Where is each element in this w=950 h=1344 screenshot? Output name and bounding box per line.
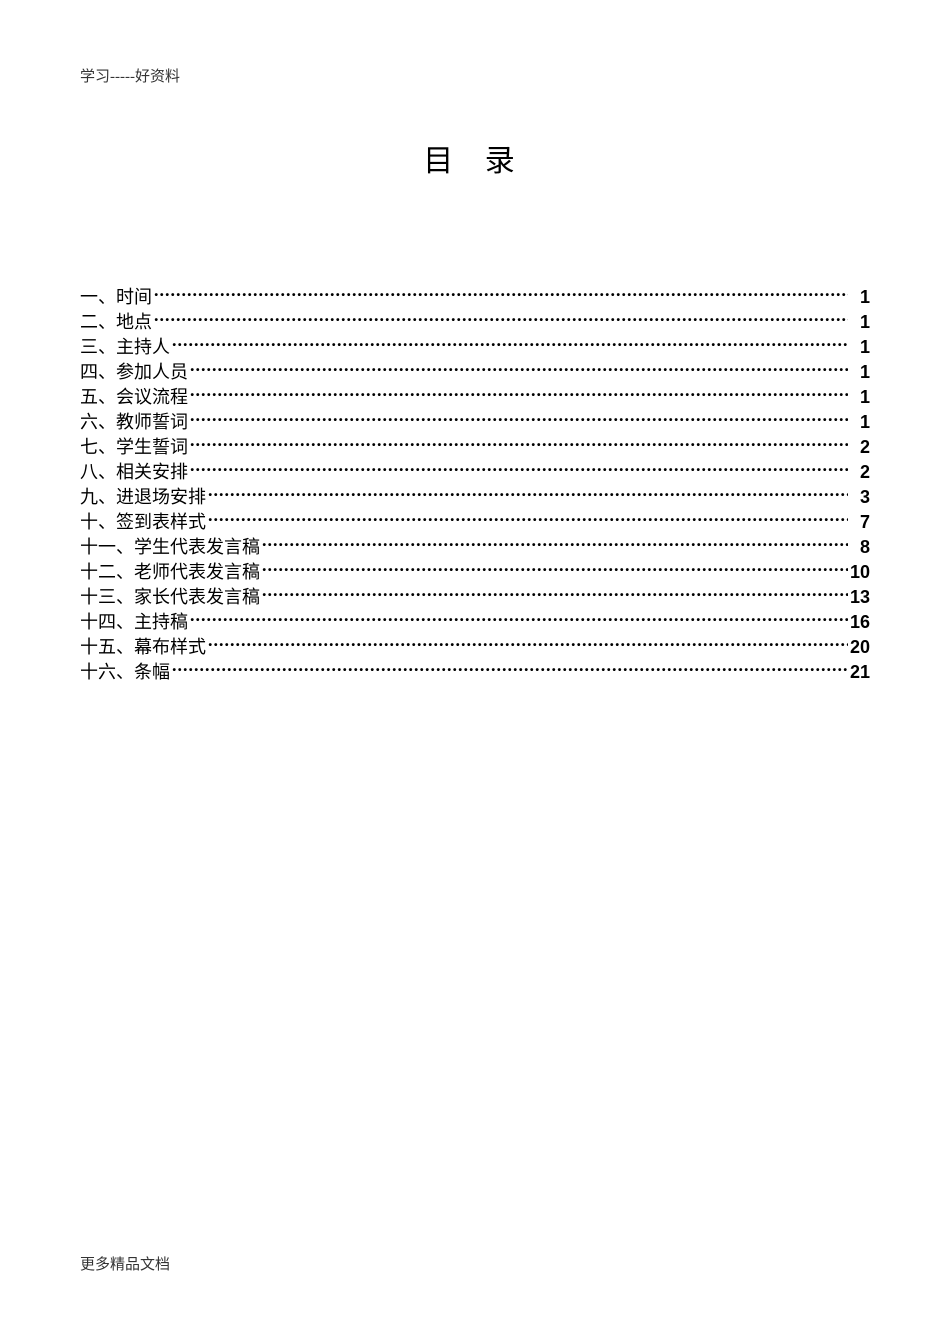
toc-label: 五、会议流程 bbox=[80, 385, 188, 410]
toc-entry: 十二、老师代表发言稿 10 bbox=[80, 560, 870, 585]
footer-text: 更多精品文档 bbox=[80, 1257, 170, 1273]
toc-leader-dots bbox=[208, 510, 848, 528]
toc-leader-dots bbox=[154, 310, 848, 328]
header-text: 学习-----好资料 bbox=[80, 69, 180, 85]
toc-entry: 十五、幕布样式 20 bbox=[80, 635, 870, 660]
toc-leader-dots bbox=[190, 410, 848, 428]
toc-leader-dots bbox=[154, 285, 848, 303]
toc-entry: 十、签到表样式 7 bbox=[80, 510, 870, 535]
toc-page-number: 2 bbox=[850, 435, 870, 460]
toc-page-number: 2 bbox=[850, 460, 870, 485]
toc-leader-dots bbox=[208, 635, 848, 653]
toc-page-number: 7 bbox=[850, 510, 870, 535]
document-page: 学习-----好资料 目 录 一、时间 1 二、地点 1 三、主持人 1 四、参… bbox=[0, 0, 950, 1344]
toc-page-number: 1 bbox=[850, 360, 870, 385]
toc-label: 四、参加人员 bbox=[80, 360, 188, 385]
toc-leader-dots bbox=[190, 610, 848, 628]
toc-page-number: 13 bbox=[850, 585, 870, 610]
toc-label: 十五、幕布样式 bbox=[80, 635, 206, 660]
toc-page-number: 16 bbox=[850, 610, 870, 635]
toc-leader-dots bbox=[172, 335, 848, 353]
toc-leader-dots bbox=[208, 485, 848, 503]
toc-label: 十、签到表样式 bbox=[80, 510, 206, 535]
toc-label: 一、时间 bbox=[80, 285, 152, 310]
toc-page-number: 1 bbox=[850, 310, 870, 335]
page-footer: 更多精品文档 bbox=[80, 1253, 170, 1274]
toc-page-number: 1 bbox=[850, 335, 870, 360]
toc-leader-dots bbox=[262, 585, 848, 603]
toc-page-number: 8 bbox=[850, 535, 870, 560]
toc-list: 一、时间 1 二、地点 1 三、主持人 1 四、参加人员 1 五、会议流程 1 … bbox=[80, 285, 870, 685]
toc-entry: 三、主持人 1 bbox=[80, 335, 870, 360]
toc-entry: 四、参加人员 1 bbox=[80, 360, 870, 385]
toc-label: 六、教师誓词 bbox=[80, 410, 188, 435]
toc-entry: 六、教师誓词 1 bbox=[80, 410, 870, 435]
toc-entry: 十六、条幅 21 bbox=[80, 660, 870, 685]
toc-label: 八、相关安排 bbox=[80, 460, 188, 485]
toc-label: 十二、老师代表发言稿 bbox=[80, 560, 260, 585]
toc-page-number: 21 bbox=[850, 660, 870, 685]
toc-entry: 九、进退场安排 3 bbox=[80, 485, 870, 510]
toc-page-number: 1 bbox=[850, 285, 870, 310]
toc-label: 十三、家长代表发言稿 bbox=[80, 585, 260, 610]
toc-page-number: 1 bbox=[850, 410, 870, 435]
toc-page-number: 20 bbox=[850, 635, 870, 660]
toc-entry: 二、地点 1 bbox=[80, 310, 870, 335]
toc-entry: 一、时间 1 bbox=[80, 285, 870, 310]
toc-label: 三、主持人 bbox=[80, 335, 170, 360]
toc-leader-dots bbox=[262, 535, 848, 553]
toc-title: 目 录 bbox=[80, 136, 870, 180]
toc-leader-dots bbox=[190, 460, 848, 478]
toc-leader-dots bbox=[262, 560, 848, 578]
toc-page-number: 1 bbox=[850, 385, 870, 410]
toc-entry: 八、相关安排 2 bbox=[80, 460, 870, 485]
toc-label: 七、学生誓词 bbox=[80, 435, 188, 460]
page-header: 学习-----好资料 bbox=[80, 65, 870, 86]
toc-entry: 七、学生誓词 2 bbox=[80, 435, 870, 460]
toc-leader-dots bbox=[190, 435, 848, 453]
toc-leader-dots bbox=[190, 385, 848, 403]
toc-entry: 十一、学生代表发言稿 8 bbox=[80, 535, 870, 560]
toc-entry: 十三、家长代表发言稿 13 bbox=[80, 585, 870, 610]
toc-page-number: 10 bbox=[850, 560, 870, 585]
toc-leader-dots bbox=[172, 660, 848, 678]
toc-entry: 十四、主持稿 16 bbox=[80, 610, 870, 635]
toc-page-number: 3 bbox=[850, 485, 870, 510]
toc-label: 十四、主持稿 bbox=[80, 610, 188, 635]
toc-entry: 五、会议流程 1 bbox=[80, 385, 870, 410]
toc-label: 二、地点 bbox=[80, 310, 152, 335]
toc-label: 十一、学生代表发言稿 bbox=[80, 535, 260, 560]
toc-leader-dots bbox=[190, 360, 848, 378]
toc-label: 十六、条幅 bbox=[80, 660, 170, 685]
toc-label: 九、进退场安排 bbox=[80, 485, 206, 510]
